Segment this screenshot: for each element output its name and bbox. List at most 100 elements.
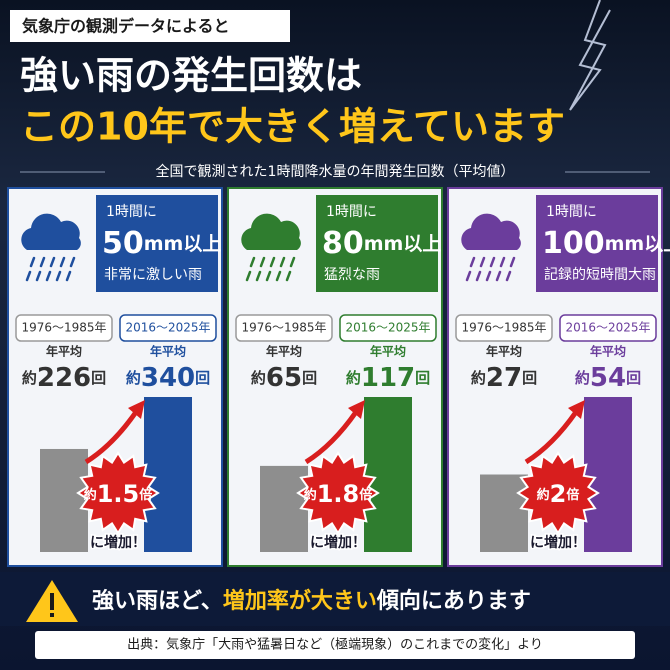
value: 340 <box>141 363 195 393</box>
arrow-head <box>348 400 365 419</box>
panels: 1時間に50mm以上非常に激しい雨1976〜1985年年平均約226回2016〜… <box>7 187 670 567</box>
ratio: 2 <box>550 480 567 508</box>
period-pill <box>235 314 333 342</box>
threshold-value: 100 <box>542 226 605 261</box>
value-text: 約117回 <box>346 363 430 393</box>
starburst <box>516 451 600 535</box>
rain-description: 記録的短時間大雨 <box>544 266 656 283</box>
ratio-unit: 倍 <box>566 487 579 503</box>
badge-box <box>10 10 290 42</box>
avg-label: 年平均 <box>590 344 626 359</box>
rain-drop <box>35 270 42 282</box>
cloud-icon <box>241 213 301 250</box>
footer-band <box>0 572 670 626</box>
value-text: 約65回 <box>251 363 317 393</box>
headline-1: 強い雨の発生回数は <box>20 54 362 98</box>
rain-drop <box>475 270 482 282</box>
period-label: 1976〜1985年 <box>241 321 326 335</box>
rain-drop <box>255 270 262 282</box>
lightning <box>569 0 611 111</box>
bar <box>40 448 88 552</box>
rain-drop <box>469 256 476 268</box>
increase-label: に増加！ <box>90 534 146 551</box>
header-box <box>536 195 658 292</box>
warning-dot <box>50 613 54 617</box>
rain-drop <box>259 256 266 268</box>
rain-drop <box>249 256 256 268</box>
ratio-text: 約1.5倍 <box>84 480 153 508</box>
rain-drop <box>485 270 492 282</box>
avg-label: 年平均 <box>46 344 82 359</box>
threshold-prefix: 1時間に <box>546 204 597 220</box>
value: 54 <box>590 363 626 393</box>
ratio-text: 約1.8倍 <box>304 480 373 508</box>
ratio-prefix: 約 <box>537 487 550 503</box>
headline-2: この10年で大きく増えています <box>20 105 565 149</box>
message-part: 傾向にあります <box>376 588 531 614</box>
cloud-icon <box>461 213 521 250</box>
rain-drop <box>245 270 252 282</box>
threshold-unit: mm以上 <box>144 233 222 255</box>
threshold-prefix: 1時間に <box>326 204 377 220</box>
bar <box>584 397 632 552</box>
rain-drop <box>465 270 472 282</box>
panel: 1時間に100mm以上記録的短時間大雨1976〜1985年年平均約27回2016… <box>447 187 670 567</box>
rain-drop <box>489 256 496 268</box>
period-pill <box>339 314 437 342</box>
value-unit: 回 <box>626 369 641 387</box>
increase-label: に増加！ <box>310 534 366 551</box>
avg-label: 年平均 <box>266 344 302 359</box>
rain-drop <box>29 256 36 268</box>
arrow <box>524 410 579 465</box>
rain-drop <box>289 256 296 268</box>
bar <box>144 397 192 552</box>
threshold-value: 50 <box>102 226 144 261</box>
subtitle: 全国で観測された1時間降水量の年間発生回数（平均値） <box>156 163 515 180</box>
rain-drop <box>279 256 286 268</box>
rain-drop <box>509 256 516 268</box>
rain-description: 猛烈な雨 <box>324 267 380 283</box>
period-label: 2016〜2025年 <box>345 321 430 335</box>
period-pill <box>559 314 657 342</box>
rain-drop <box>59 256 66 268</box>
value-unit: 回 <box>522 369 537 387</box>
value-prefix: 約 <box>251 369 266 387</box>
bar <box>364 397 412 552</box>
arrow <box>304 410 359 465</box>
rain-drop <box>25 270 32 282</box>
rain-drop <box>285 270 292 282</box>
arrow-head <box>128 400 145 419</box>
rain-drop <box>275 270 282 282</box>
starburst <box>76 451 160 535</box>
source-box <box>35 631 635 659</box>
message-highlight: 増加率が大きい <box>223 588 377 614</box>
period-pill <box>119 314 217 342</box>
ratio-unit: 倍 <box>359 487 372 503</box>
source: 出典：気象庁「大雨や猛暑日など（極端現象）のこれまでの変化」より <box>127 637 543 653</box>
threshold-unit: mm以上 <box>605 233 670 255</box>
value-unit: 回 <box>415 369 430 387</box>
starburst <box>296 451 380 535</box>
ratio: 1.5 <box>97 480 140 508</box>
rain-drop <box>499 256 506 268</box>
panel: 1時間に50mm以上非常に激しい雨1976〜1985年年平均約226回2016〜… <box>7 187 223 567</box>
header-box <box>96 195 218 292</box>
rain-drop <box>45 270 52 282</box>
threshold-prefix: 1時間に <box>106 204 157 220</box>
threshold-unit: mm以上 <box>364 233 442 255</box>
value: 27 <box>486 363 522 393</box>
bar <box>480 474 528 552</box>
value-text: 約340回 <box>126 363 210 393</box>
rain-drop <box>505 270 512 282</box>
rain-drop <box>69 256 76 268</box>
value: 65 <box>266 363 302 393</box>
arrow-head <box>568 400 585 419</box>
period-label: 2016〜2025年 <box>125 321 210 335</box>
ratio: 1.8 <box>317 480 360 508</box>
value-prefix: 約 <box>346 369 361 387</box>
ratio-prefix: 約 <box>84 487 97 503</box>
period-pill <box>15 314 113 342</box>
period-label: 1976〜1985年 <box>461 321 546 335</box>
period-label: 1976〜1985年 <box>21 321 106 335</box>
